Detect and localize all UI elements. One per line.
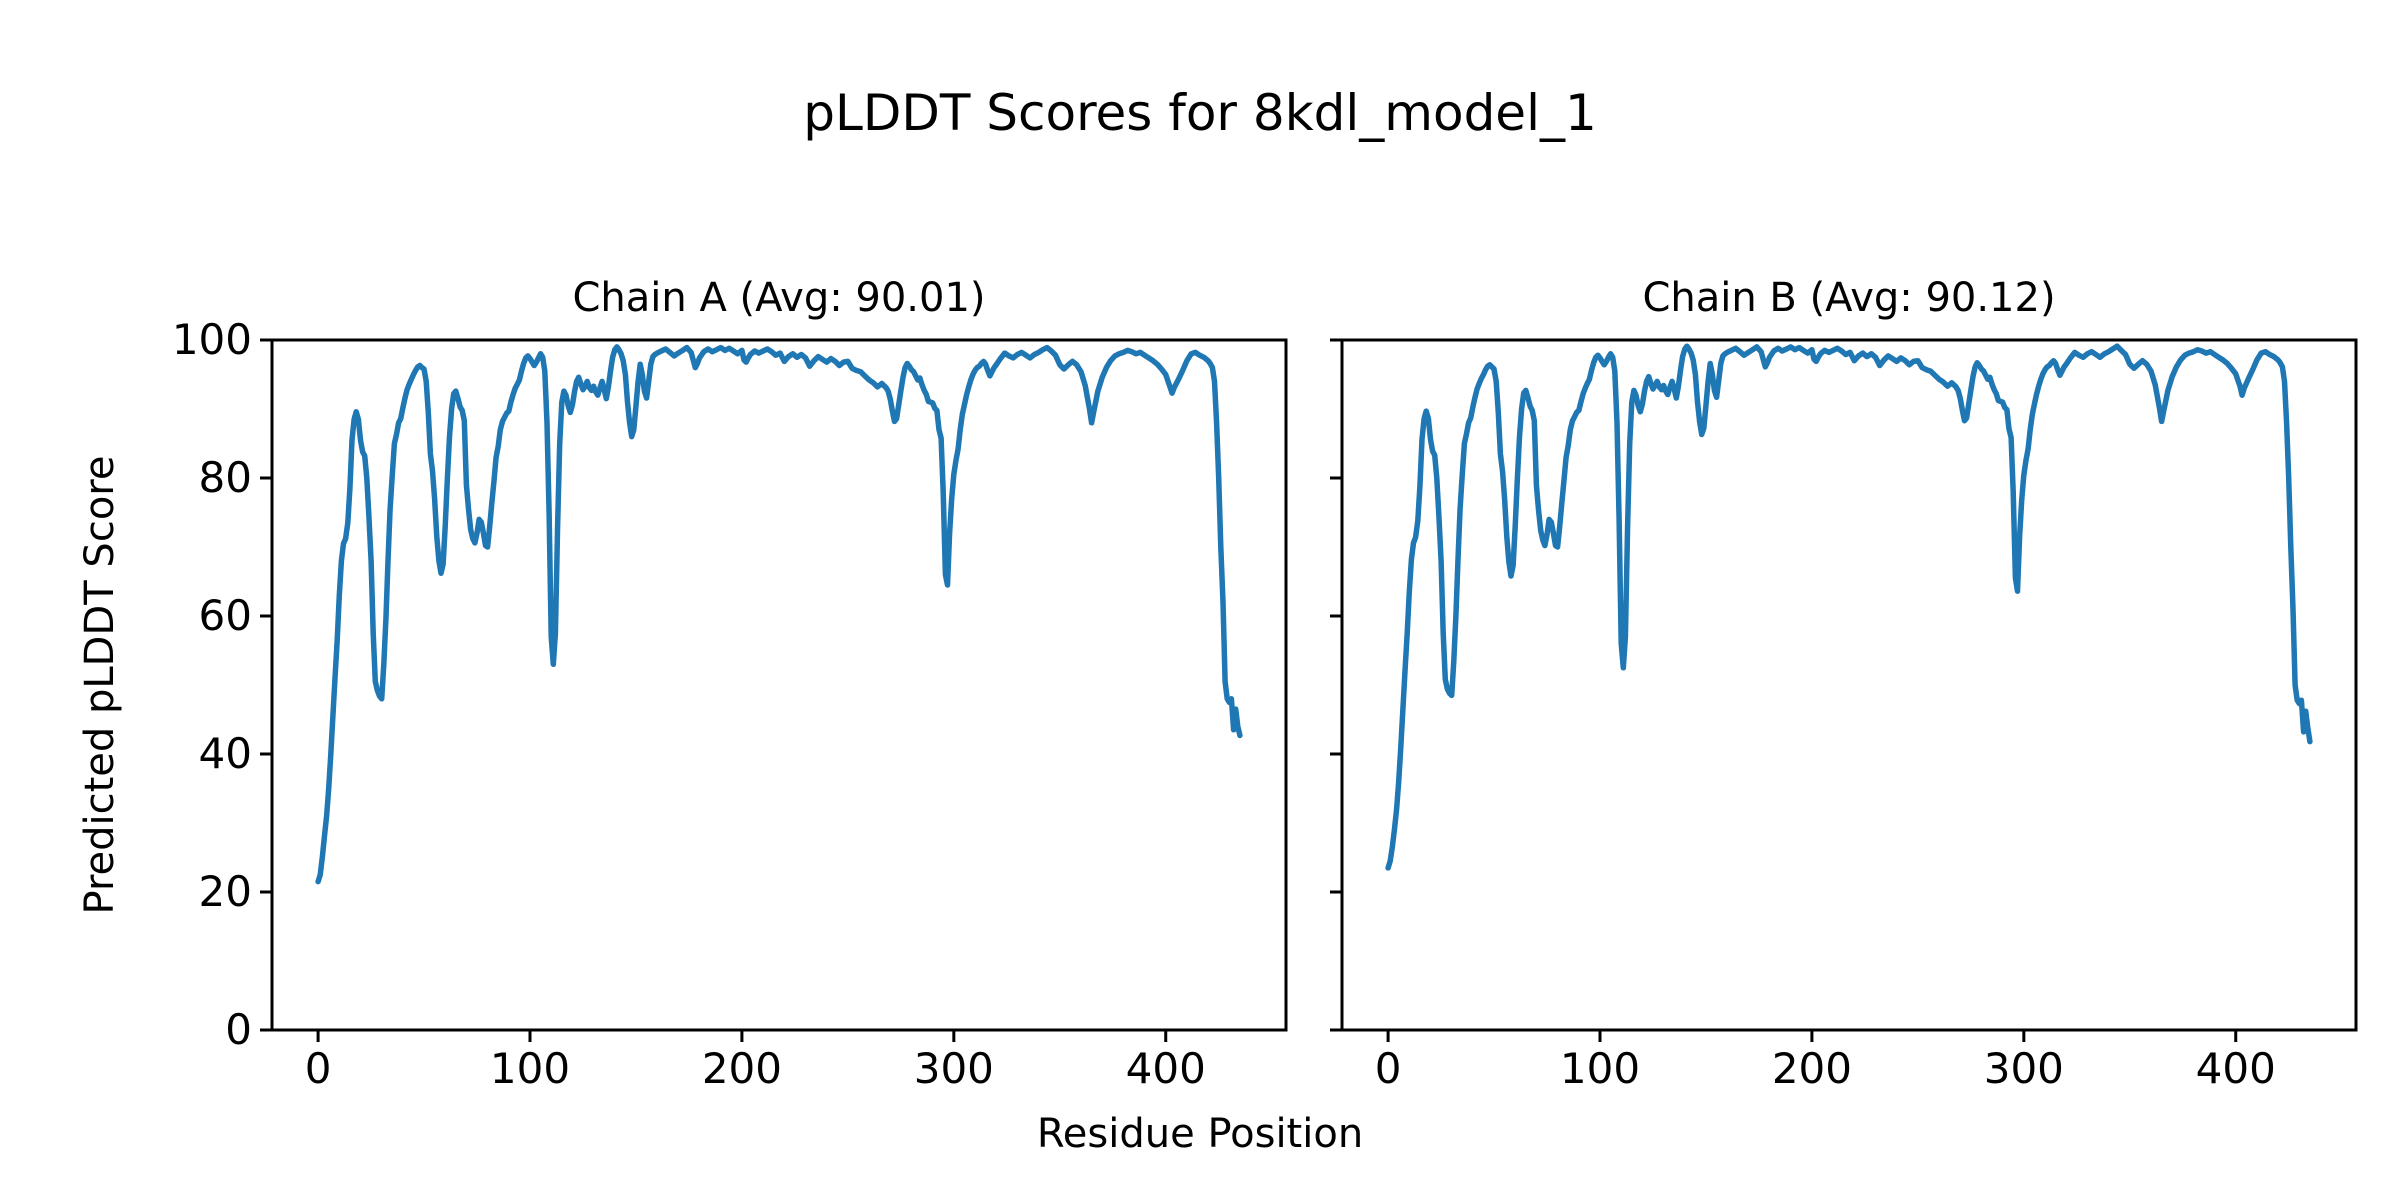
x-tick-label: 300 (1983, 1044, 2064, 1093)
y-tick-label: 80 (198, 453, 252, 502)
x-tick-label: 400 (2195, 1044, 2276, 1093)
chart-a-title: Chain A (Avg: 90.01) (572, 275, 986, 321)
x-tick-label: 200 (701, 1044, 782, 1093)
y-tick-label: 20 (198, 867, 252, 916)
y-tick-label: 100 (171, 315, 252, 364)
x-tick-label: 100 (489, 1044, 571, 1093)
plddt-curve-chain-a (315, 344, 1243, 885)
x-tick-label: 0 (304, 1044, 332, 1093)
axes-spine-chain-b (1340, 338, 2358, 1032)
x-tick-label: 200 (1771, 1044, 1852, 1093)
axes-spine-chain-a (270, 338, 1288, 1032)
y-tick-label: 60 (198, 591, 252, 640)
x-tick-label: 300 (913, 1044, 994, 1093)
plddt-curve-chain-b (1385, 343, 2313, 871)
y-tick-label: 0 (225, 1005, 252, 1054)
x-tick-label: 400 (1125, 1044, 1206, 1093)
y-axis-label: Predicted pLDDT Score (77, 455, 123, 915)
chart-b-title: Chain B (Avg: 90.12) (1642, 275, 2056, 321)
x-axis-label: Residue Position (1036, 1111, 1364, 1157)
x-tick-label: 100 (1559, 1044, 1641, 1093)
y-tick-label: 40 (198, 729, 252, 778)
x-tick-label: 0 (1374, 1044, 1402, 1093)
figure-title: pLDDT Scores for 8kdl_model_1 (803, 84, 1597, 142)
